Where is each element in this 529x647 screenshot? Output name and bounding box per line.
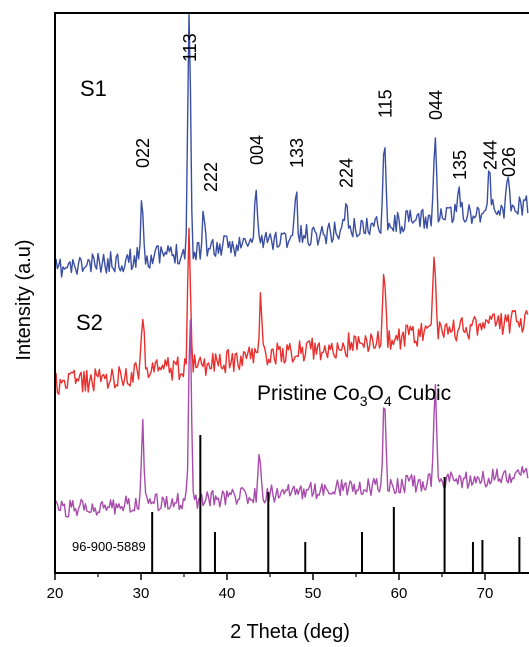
x-tick-label: 50 — [305, 585, 322, 602]
series-line-3 — [55, 319, 529, 518]
peak-label-004: 004 — [247, 135, 267, 165]
s1-label: S1 — [80, 76, 107, 101]
x-axis: 20 30 40 50 60 70 — [47, 573, 494, 602]
peak-label-133: 133 — [287, 138, 307, 168]
s2-label: S2 — [76, 310, 103, 335]
x-tick-label: 70 — [477, 585, 494, 602]
peak-label-022: 022 — [133, 138, 153, 168]
x-tick-label: 40 — [219, 585, 236, 602]
peak-label-224: 224 — [337, 158, 357, 188]
x-tick-label: 60 — [391, 585, 408, 602]
series-line-1 — [55, 13, 529, 278]
peak-label-113: 113 — [180, 33, 200, 62]
series-line-2 — [55, 227, 529, 396]
plot-area — [55, 13, 529, 572]
peak-label-135: 135 — [450, 150, 470, 180]
x-tick-label: 30 — [133, 585, 150, 602]
x-axis-label: 2 Theta (deg) — [230, 621, 350, 643]
y-axis-label: Intensity (a.u) — [13, 239, 35, 360]
pristine-label: Pristine Co3O4 Cubic — [257, 382, 451, 409]
peak-label-222: 222 — [201, 162, 221, 192]
peak-label-044: 044 — [426, 90, 446, 120]
peak-label-115: 115 — [375, 89, 395, 118]
x-tick-label: 20 — [47, 585, 64, 602]
plot-frame — [54, 12, 529, 574]
peak-label-244: 244 — [480, 140, 500, 170]
peak-label-026: 026 — [499, 147, 519, 177]
reference-pattern-label: 96-900-5889 — [72, 539, 146, 554]
